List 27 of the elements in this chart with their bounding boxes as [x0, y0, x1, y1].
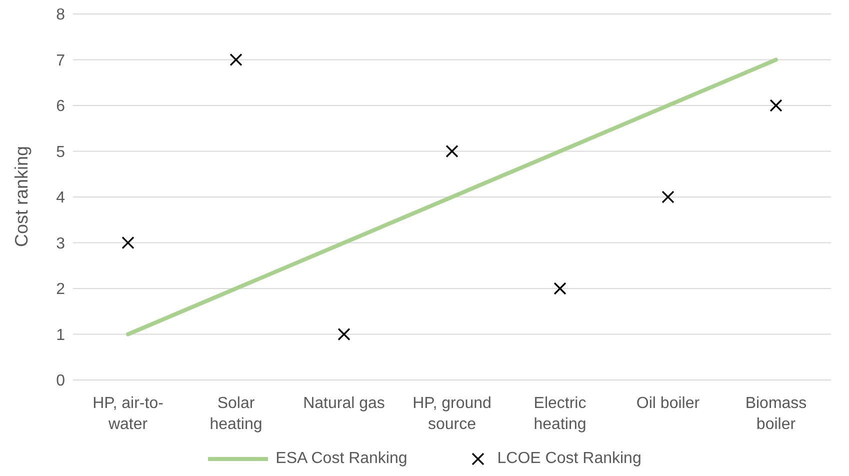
y-tick-label: 2 [56, 281, 66, 298]
y-tick-label: 8 [56, 6, 66, 24]
point [122, 236, 134, 250]
y-tick-label: 7 [56, 52, 66, 70]
x-tick-label: Natural gas [303, 395, 385, 412]
point [230, 53, 242, 66]
y-tick-label: 4 [56, 190, 66, 207]
x-tick-label: Solar heating [210, 395, 262, 433]
x-tick-label: Biomass boiler [745, 395, 807, 433]
x-tick-label: HP, air-to-water [92, 395, 164, 433]
y-tick-label: 3 [56, 235, 66, 252]
y-tick-label: 1 [56, 326, 66, 344]
y-axis-title: Cost ranking [11, 146, 32, 247]
legend-label: LCOE Cost Ranking [497, 450, 642, 468]
x-tick-label: Electric heating [534, 395, 586, 433]
point [770, 99, 782, 112]
x-tick-label: HP, ground source [412, 395, 492, 433]
point [338, 328, 350, 341]
y-tick-label: 0 [56, 372, 66, 390]
point [662, 190, 674, 204]
x-tick-label: Oil boiler [636, 395, 700, 412]
point [446, 144, 458, 158]
legend-label: ESA Cost Ranking [276, 450, 408, 468]
point [554, 282, 566, 295]
y-tick-label: 5 [56, 144, 66, 161]
line-series [126, 58, 778, 336]
y-tick-label: 6 [56, 98, 66, 116]
